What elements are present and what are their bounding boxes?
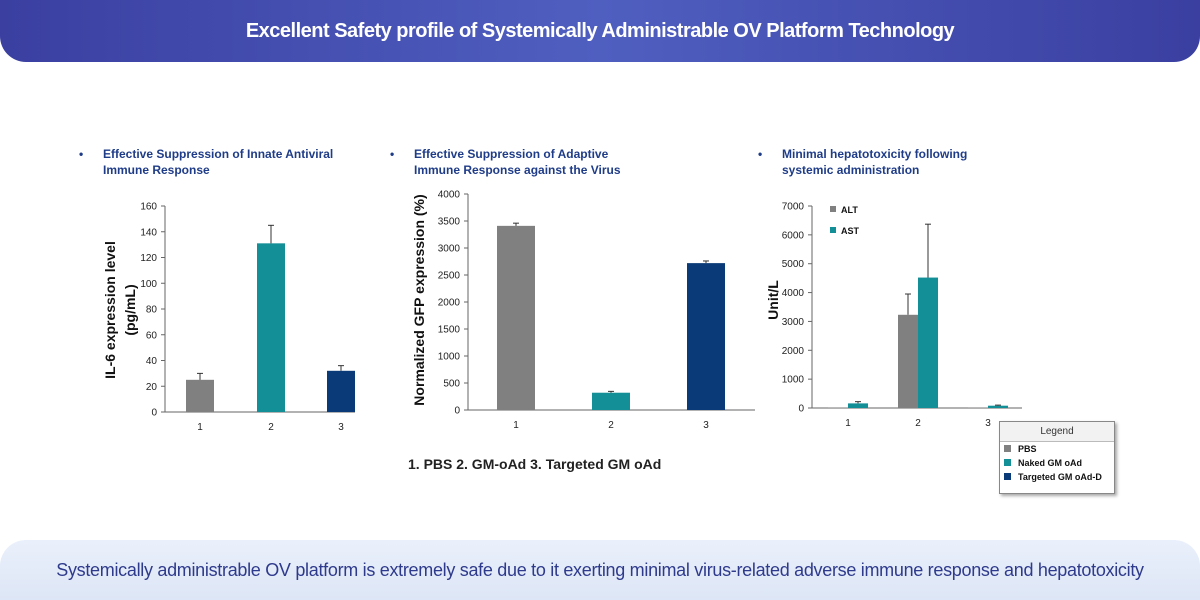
bullet-icon: • [79,147,84,161]
y-tick-label: 100 [140,279,157,290]
group-caption: 1. PBS 2. GM-oAd 3. Targeted GM oAd [408,456,662,472]
y-tick-label: 4000 [438,190,461,201]
panel-heading-adaptive: • Effective Suppression of Adaptive Immu… [390,146,681,178]
bar [327,370,355,412]
panel-heading-line1: Effective Suppression of Innate Antivira… [103,147,334,161]
panel-heading-line2: Immune Response [103,163,210,177]
panel-heading-line2: systemic administration [782,163,920,177]
x-tick-label: 2 [268,422,274,433]
legend-label: Naked GM oAd [1018,458,1083,468]
y-tick-label: 120 [140,253,157,264]
y-tick-label: 80 [146,305,158,316]
y-tick-label: 140 [140,227,157,238]
x-tick-label: 1 [513,420,519,431]
y-tick-label: 40 [146,356,158,367]
y-axis-label: IL-6 expression level [102,241,118,379]
legend-item-targeted: Targeted GM oAd-D [1000,470,1114,484]
x-tick-label: 1 [197,422,203,433]
page-title: Excellent Safety profile of Systemically… [245,19,955,42]
y-tick-label: 1500 [438,325,461,336]
x-tick-label: 3 [703,420,709,431]
bar-ast [988,405,1008,408]
bar-ast [848,403,868,408]
panel-heading-line1: Effective Suppression of Adaptive [414,147,609,161]
series-legend-label: ALT [841,205,858,215]
chart-3: 0 1000 2000 3000 4000 5000 6000 7000 Unit/L 1 2 3 AL… [765,202,1022,429]
series-legend-label: AST [841,226,860,236]
legend-title: Legend [1000,422,1114,442]
chart-1: 0 20 40 60 80 100 120 140 160 IL-6 expression lev… [102,202,355,433]
panel-heading-line2: Immune Response against the Virus [414,163,621,177]
bar-ast [918,277,938,408]
y-tick-label: 3000 [782,317,805,328]
y-tick-label: 5000 [782,259,805,270]
y-tick-label: 6000 [782,230,805,241]
y-tick-label: 3000 [438,244,461,255]
x-tick-label: 2 [915,418,921,429]
y-tick-label: 1000 [438,352,461,363]
x-tick-label: 1 [845,418,851,429]
x-tick-label: 2 [608,420,614,431]
panel-heading-innate: • Effective Suppression of Innate Antivi… [79,146,358,178]
x-tick-label: 3 [338,422,344,433]
y-tick-label: 3500 [438,217,461,228]
x-tick-label: 3 [985,418,991,429]
bar [497,225,535,410]
y-tick-label: 20 [146,382,158,393]
bar [592,392,630,410]
legend-swatch [1004,473,1011,480]
legend-item-pbs: PBS [1000,442,1114,456]
bullet-icon: • [758,147,763,161]
header-banner: Excellent Safety profile of Systemically… [0,0,1200,62]
footer-banner: Systemically administrable OV platform i… [0,540,1200,600]
legend-label: PBS [1018,444,1037,454]
y-tick-label: 500 [443,379,460,390]
chart-2: 0 500 1000 1500 2000 2500 3000 3500 4000 Normaliz… [411,190,755,431]
y-tick-label: 4000 [782,288,805,299]
legend-box: Legend PBS Naked GM oAd Targeted GM oAd-… [999,421,1115,494]
legend-swatch [1004,445,1011,452]
bar-alt [898,314,918,408]
y-tick-label: 0 [454,406,460,417]
y-axis-label: (pg/mL) [122,284,138,335]
y-tick-label: 2500 [438,271,461,282]
y-tick-label: 60 [146,330,158,341]
y-tick-label: 7000 [782,202,805,213]
y-tick-label: 160 [140,202,157,213]
y-tick-label: 1000 [782,375,805,386]
panel-heading-hepatotoxicity: • Minimal hepatotoxicity following syste… [758,146,1016,178]
y-axis-label: Unit/L [765,280,781,320]
bullet-icon: • [390,147,395,161]
series-legend-swatch [830,206,836,212]
series-legend-swatch [830,227,836,233]
legend-swatch [1004,459,1011,466]
bar [186,379,214,412]
footer-conclusion: Systemically administrable OV platform i… [56,559,1144,580]
legend-label: Targeted GM oAd-D [1018,472,1102,482]
legend-item-naked: Naked GM oAd [1000,456,1114,470]
y-tick-label: 0 [151,408,157,419]
y-tick-label: 2000 [438,298,461,309]
bar [687,263,725,410]
y-axis-label: Normalized GFP expression (%) [411,194,427,405]
bar [257,243,285,412]
panel-heading-line1: Minimal hepatotoxicity following [782,147,968,161]
y-tick-label: 0 [798,404,804,415]
y-tick-label: 2000 [782,346,805,357]
